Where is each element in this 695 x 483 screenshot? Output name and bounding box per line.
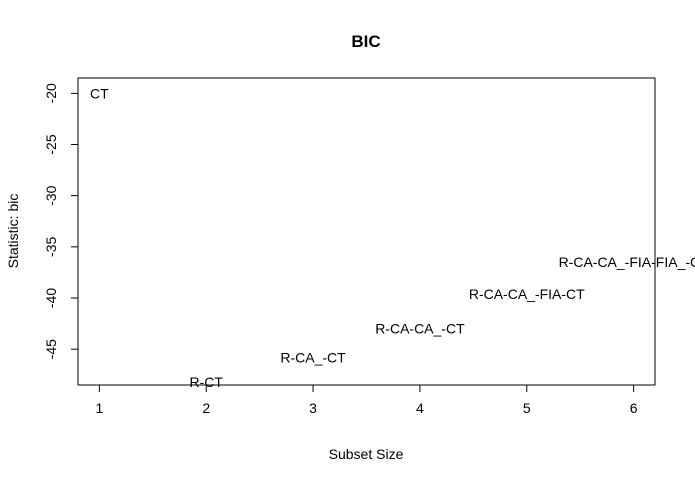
data-points: CT R-CT R-CA_-CT R-CA-CA_-CT R-CA-CA_-FIA-CT… bbox=[90, 85, 695, 390]
x-tick-label: 5 bbox=[523, 400, 531, 416]
chart-title: BIC bbox=[351, 32, 380, 51]
x-axis: 1 2 3 4 5 6 bbox=[95, 384, 638, 416]
y-axis-label: Statistic: bic bbox=[5, 194, 21, 269]
point-label: R-CA-CA_-FIA-CT bbox=[469, 286, 585, 302]
point-label: R-CT bbox=[190, 374, 224, 390]
point-label: R-CA_-CT bbox=[280, 349, 346, 365]
x-tick-label: 6 bbox=[630, 400, 638, 416]
y-tick-label: -40 bbox=[43, 288, 59, 308]
y-tick-label: -45 bbox=[43, 339, 59, 359]
y-tick-label: -35 bbox=[43, 237, 59, 257]
x-axis-label: Subset Size bbox=[329, 446, 404, 462]
plot-area-frame bbox=[77, 77, 656, 386]
point-label: R-CA-CA_-FIA-FIA_-CT bbox=[559, 254, 695, 270]
y-tick-label: -20 bbox=[43, 83, 59, 103]
x-tick-label: 1 bbox=[95, 400, 103, 416]
x-tick-label: 2 bbox=[202, 400, 210, 416]
point-label: CT bbox=[90, 85, 109, 101]
y-tick-label: -30 bbox=[43, 185, 59, 205]
point-label: R-CA-CA_-CT bbox=[375, 321, 465, 337]
x-tick-label: 3 bbox=[309, 400, 317, 416]
y-tick-label: -25 bbox=[43, 134, 59, 154]
y-axis: -20 -25 -30 -35 -40 -45 bbox=[43, 83, 79, 359]
x-tick-label: 4 bbox=[416, 400, 424, 416]
